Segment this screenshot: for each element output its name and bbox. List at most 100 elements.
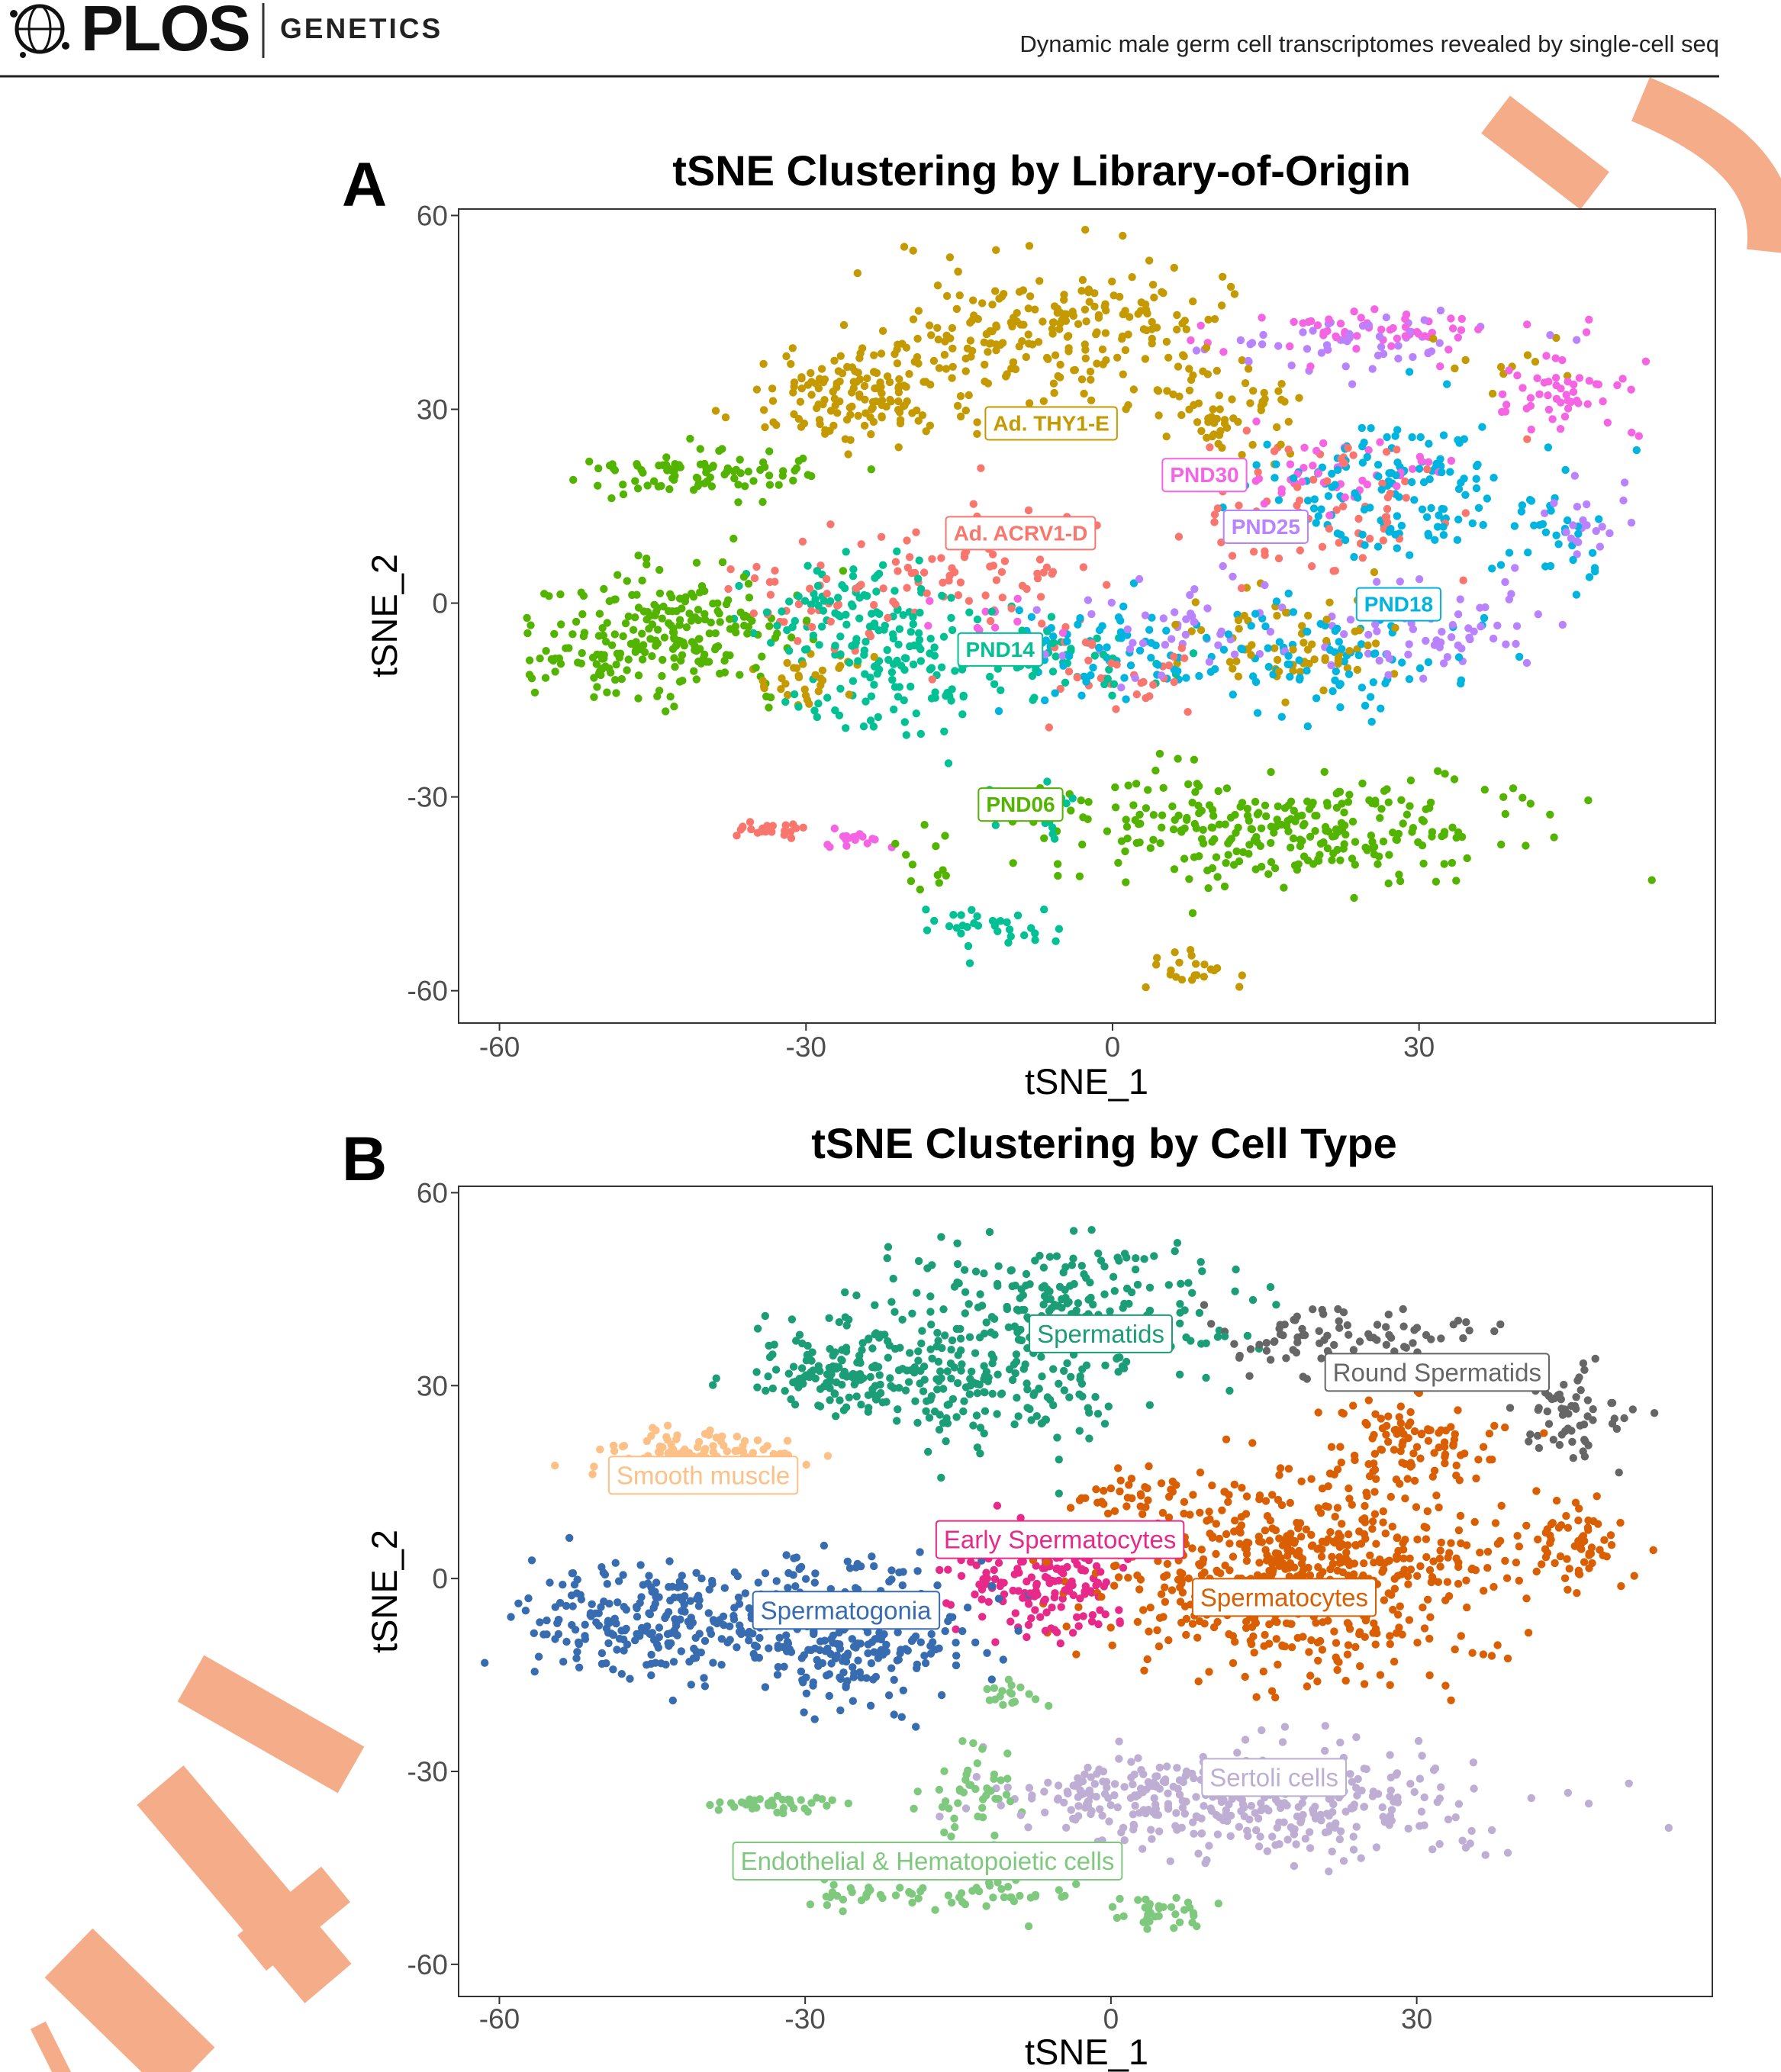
scatter-point bbox=[969, 500, 978, 508]
scatter-point bbox=[1171, 948, 1179, 957]
scatter-point bbox=[586, 1609, 595, 1617]
scatter-point bbox=[890, 705, 898, 714]
scatter-point bbox=[1003, 918, 1011, 927]
scatter-point bbox=[1106, 1623, 1115, 1632]
scatter-point bbox=[1552, 381, 1560, 390]
scatter-point bbox=[612, 1620, 620, 1628]
scatter-point bbox=[1100, 1263, 1109, 1271]
scatter-point bbox=[926, 635, 935, 643]
scatter-point bbox=[1333, 1504, 1342, 1512]
scatter-point bbox=[942, 692, 950, 700]
scatter-point bbox=[1099, 650, 1108, 659]
scatter-point bbox=[1307, 1475, 1316, 1483]
scatter-point bbox=[1209, 1623, 1219, 1632]
scatter-point bbox=[1278, 1642, 1287, 1650]
scatter-point bbox=[1055, 1456, 1064, 1464]
scatter-point bbox=[679, 639, 688, 647]
scatter-point bbox=[1028, 1791, 1036, 1800]
scatter-point bbox=[919, 568, 929, 577]
scatter-point bbox=[1572, 590, 1581, 599]
scatter-point bbox=[1043, 777, 1052, 786]
scatter-point bbox=[790, 382, 798, 391]
scatter-point bbox=[1427, 504, 1435, 513]
scatter-point bbox=[1576, 1386, 1585, 1395]
scatter-point bbox=[1527, 1794, 1536, 1803]
scatter-point bbox=[907, 682, 915, 691]
scatter-point bbox=[994, 706, 1003, 716]
scatter-point bbox=[1191, 788, 1200, 796]
scatter-point bbox=[1443, 653, 1452, 661]
scatter-point bbox=[1134, 310, 1142, 318]
scatter-point bbox=[639, 641, 648, 649]
scatter-point bbox=[1309, 1541, 1317, 1549]
y-tick-label: -60 bbox=[407, 976, 448, 1007]
scatter-point bbox=[941, 832, 949, 840]
scatter-point bbox=[811, 595, 820, 603]
scatter-point bbox=[1336, 1443, 1345, 1451]
cluster-label-box bbox=[957, 632, 1044, 667]
scatter-point bbox=[968, 1367, 976, 1376]
scatter-point bbox=[1119, 1563, 1128, 1572]
scatter-point bbox=[1454, 436, 1462, 444]
scatter-point bbox=[1399, 1546, 1408, 1554]
scatter-point bbox=[1379, 1518, 1387, 1527]
panel-a-points bbox=[523, 226, 1656, 992]
scatter-point bbox=[553, 1619, 562, 1627]
scatter-point bbox=[1035, 555, 1045, 564]
journal-name: GENETICS bbox=[280, 13, 443, 44]
scatter-point bbox=[1334, 654, 1343, 662]
scatter-point bbox=[990, 1770, 999, 1779]
scatter-point bbox=[624, 612, 633, 621]
scatter-point bbox=[1547, 507, 1555, 515]
scatter-point bbox=[1344, 1641, 1353, 1649]
scatter-point bbox=[705, 629, 713, 638]
scatter-point bbox=[1447, 633, 1456, 642]
scatter-point bbox=[813, 713, 822, 722]
scatter-point bbox=[1271, 1337, 1279, 1346]
scatter-point bbox=[1116, 292, 1124, 301]
scatter-point bbox=[568, 630, 577, 639]
scatter-point bbox=[1312, 446, 1321, 455]
scatter-point bbox=[894, 693, 903, 701]
scatter-point bbox=[1127, 1773, 1135, 1782]
scatter-point bbox=[977, 1585, 987, 1594]
scatter-point bbox=[1082, 317, 1090, 326]
scatter-point bbox=[1431, 536, 1439, 544]
scatter-point bbox=[1483, 494, 1492, 503]
scatter-point bbox=[1027, 1614, 1035, 1623]
scatter-point bbox=[572, 1654, 581, 1662]
scatter-point bbox=[913, 334, 922, 343]
scatter-point bbox=[1063, 637, 1071, 645]
scatter-point bbox=[633, 1613, 642, 1621]
scatter-point bbox=[568, 1568, 578, 1578]
scatter-point bbox=[617, 674, 626, 684]
scatter-point bbox=[1412, 327, 1422, 336]
scatter-point bbox=[1445, 1549, 1454, 1557]
scatter-point bbox=[1121, 346, 1130, 355]
scatter-point bbox=[1253, 709, 1262, 717]
scatter-point bbox=[807, 368, 815, 378]
scatter-point bbox=[1295, 675, 1304, 684]
scatter-point bbox=[903, 536, 911, 545]
scatter-point bbox=[1451, 1645, 1459, 1654]
scatter-point bbox=[1464, 624, 1473, 632]
scatter-point bbox=[1377, 805, 1386, 813]
scatter-point bbox=[972, 1772, 981, 1781]
scatter-point bbox=[603, 619, 611, 627]
scatter-point bbox=[781, 697, 790, 706]
scatter-point bbox=[1543, 1549, 1552, 1557]
scatter-point bbox=[761, 1311, 769, 1321]
scatter-point bbox=[1225, 1630, 1233, 1639]
scatter-point bbox=[919, 1884, 927, 1893]
scatter-point bbox=[1340, 630, 1348, 639]
scatter-point bbox=[783, 626, 791, 635]
scatter-point bbox=[1219, 561, 1227, 571]
scatter-point bbox=[1129, 1810, 1138, 1819]
scatter-point bbox=[1360, 505, 1369, 514]
scatter-point bbox=[970, 919, 978, 928]
scatter-point bbox=[1283, 816, 1292, 825]
scatter-point bbox=[1205, 1507, 1213, 1516]
scatter-point bbox=[908, 1309, 916, 1318]
scatter-point bbox=[1013, 911, 1023, 920]
scatter-point bbox=[1088, 639, 1097, 648]
